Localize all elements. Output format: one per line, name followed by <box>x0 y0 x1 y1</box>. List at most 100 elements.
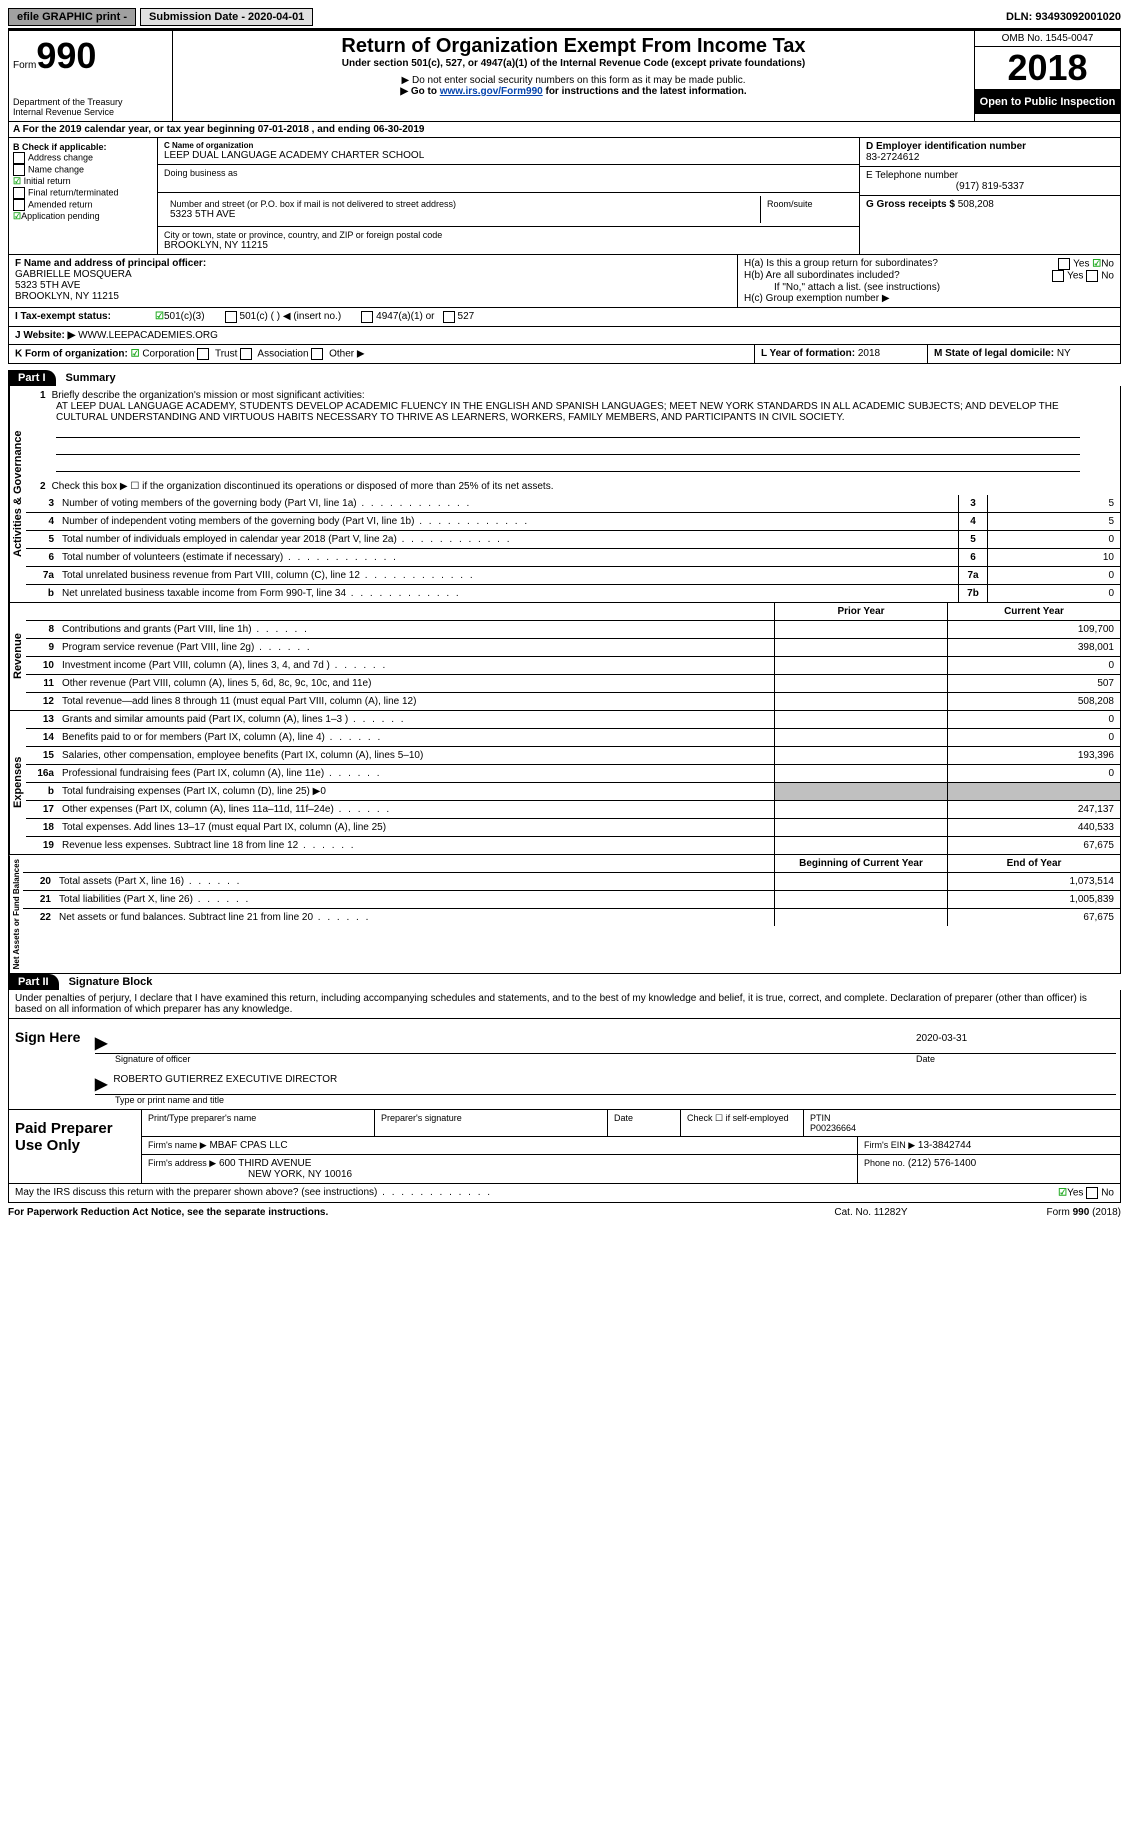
val13: 0 <box>947 711 1120 728</box>
form-subtitle: Under section 501(c), 527, or 4947(a)(1)… <box>177 58 970 69</box>
sign-here-section: Sign Here ▶ 2020-03-31 Signature of offi… <box>8 1019 1121 1110</box>
checkbox-address-change[interactable] <box>13 152 25 164</box>
line-m: M State of legal domicile: NY <box>928 345 1120 363</box>
val16a: 0 <box>947 765 1120 782</box>
dln: DLN: 93493092001020 <box>1006 11 1121 23</box>
checkbox-initial-return[interactable]: ☑ <box>13 176 21 186</box>
sig-officer-label: Signature of officer <box>95 1054 916 1064</box>
line21: Total liabilities (Part X, line 26) <box>55 891 774 908</box>
ha-yes[interactable] <box>1058 258 1070 270</box>
val19: 67,675 <box>947 837 1120 854</box>
net-assets-section: Net Assets or Fund Balances Beginning of… <box>8 855 1121 974</box>
room-label: Room/suite <box>761 196 853 223</box>
expenses-section: Expenses 13Grants and similar amounts pa… <box>8 711 1121 855</box>
org-name: LEEP DUAL LANGUAGE ACADEMY CHARTER SCHOO… <box>164 150 853 161</box>
k-corp[interactable]: ☑ <box>131 349 140 360</box>
line17: Other expenses (Part IX, column (A), lin… <box>58 801 774 818</box>
line-l: L Year of formation: 2018 <box>755 345 928 363</box>
line11: Other revenue (Part VIII, column (A), li… <box>58 675 774 692</box>
val7a: 0 <box>987 567 1120 584</box>
line3: Number of voting members of the governin… <box>58 495 958 512</box>
prep-h2: Preparer's signature <box>375 1110 608 1136</box>
sig-date-label: Date <box>916 1054 1116 1064</box>
hdr-beg: Beginning of Current Year <box>774 855 947 872</box>
val17: 247,137 <box>947 801 1120 818</box>
line22: Net assets or fund balances. Subtract li… <box>55 909 774 926</box>
discuss-no[interactable] <box>1086 1187 1098 1199</box>
k-other[interactable] <box>311 348 323 360</box>
open-to-public: Open to Public Inspection <box>975 90 1120 114</box>
irs-link[interactable]: www.irs.gov/Form990 <box>440 86 543 97</box>
part2-header: Part IISignature Block <box>8 974 1121 990</box>
tax-4947[interactable] <box>361 311 373 323</box>
line19: Revenue less expenses. Subtract line 18 … <box>58 837 774 854</box>
checkbox-app-pending[interactable]: ☑ <box>13 211 21 221</box>
val12: 508,208 <box>947 693 1120 710</box>
officer-label: F Name and address of principal officer: <box>15 258 731 269</box>
val18: 440,533 <box>947 819 1120 836</box>
firm-addr2: NEW YORK, NY 10016 <box>148 1169 352 1180</box>
activities-governance: Activities & Governance 1Briefly describ… <box>8 386 1121 603</box>
ha-no[interactable]: ☑ <box>1092 259 1101 270</box>
firm-addr1: 600 THIRD AVENUE <box>219 1158 311 1169</box>
officer-typed-name: ROBERTO GUTIERREZ EXECUTIVE DIRECTOR <box>113 1074 337 1094</box>
top-toolbar: efile GRAPHIC print - Submission Date - … <box>8 8 1121 26</box>
tax-527[interactable] <box>443 311 455 323</box>
box-b-title: B Check if applicable: <box>13 142 153 152</box>
section-fh: F Name and address of principal officer:… <box>8 255 1121 308</box>
tax-501c3[interactable]: ☑ <box>155 311 164 323</box>
k-assoc[interactable] <box>240 348 252 360</box>
omb-number: OMB No. 1545-0047 <box>975 31 1120 47</box>
ha-label: H(a) Is this a group return for subordin… <box>744 258 1058 270</box>
line2: Check this box ▶ ☐ if the organization d… <box>52 481 554 492</box>
city-label: City or town, state or province, country… <box>164 230 853 240</box>
vlabel-rev: Revenue <box>9 603 26 710</box>
form-number: 990 <box>36 35 96 76</box>
hb-no[interactable] <box>1086 270 1098 282</box>
line7b: Net unrelated business taxable income fr… <box>58 585 958 602</box>
phone-value: (917) 819-5337 <box>866 181 1114 192</box>
website-value: WWW.LEEPACADEMIES.ORG <box>75 330 218 341</box>
line4: Number of independent voting members of … <box>58 513 958 530</box>
val7b: 0 <box>987 585 1120 602</box>
line5: Total number of individuals employed in … <box>58 531 958 548</box>
footer-mid: Cat. No. 11282Y <box>771 1207 971 1218</box>
line15: Salaries, other compensation, employee b… <box>58 747 774 764</box>
val3: 5 <box>987 495 1120 512</box>
page-footer: For Paperwork Reduction Act Notice, see … <box>8 1203 1121 1222</box>
efile-button[interactable]: efile GRAPHIC print - <box>8 8 136 26</box>
checkbox-amended[interactable] <box>13 199 25 211</box>
val4: 5 <box>987 513 1120 530</box>
form-label: Form <box>13 60 36 71</box>
line-a: A For the 2019 calendar year, or tax yea… <box>8 122 1121 138</box>
discuss-yes[interactable]: ☑ <box>1058 1188 1067 1199</box>
prep-h1: Print/Type preparer's name <box>142 1110 375 1136</box>
val22: 67,675 <box>947 909 1120 926</box>
line-k: K Form of organization: ☑ Corporation Tr… <box>9 345 755 363</box>
hdr-curr: Current Year <box>947 603 1120 620</box>
k-trust[interactable] <box>197 348 209 360</box>
org-address: 5323 5TH AVE <box>170 209 754 220</box>
line13: Grants and similar amounts paid (Part IX… <box>58 711 774 728</box>
vlabel-ag: Activities & Governance <box>9 386 26 602</box>
arrow-icon: ▶ <box>95 1074 113 1094</box>
revenue-section: Revenue Prior YearCurrent Year 8Contribu… <box>8 603 1121 711</box>
hb-label: H(b) Are all subordinates included? <box>744 270 1052 282</box>
checkbox-final-return[interactable] <box>13 187 25 199</box>
line-i: I Tax-exempt status: ☑ 501(c)(3) 501(c) … <box>8 308 1121 327</box>
tax-501c[interactable] <box>225 311 237 323</box>
val5: 0 <box>987 531 1120 548</box>
firm-ein: 13-3842744 <box>918 1140 971 1151</box>
hdr-prior: Prior Year <box>774 603 947 620</box>
ein-label: D Employer identification number <box>866 141 1114 152</box>
prep-h4: Check ☐ if self-employed <box>681 1110 804 1136</box>
val6: 10 <box>987 549 1120 566</box>
vlabel-exp: Expenses <box>9 711 26 854</box>
typed-name-label: Type or print name and title <box>95 1095 1116 1105</box>
dept-irs: Internal Revenue Service <box>13 107 168 117</box>
checkbox-name-change[interactable] <box>13 164 25 176</box>
line9: Program service revenue (Part VIII, line… <box>58 639 774 656</box>
hb-yes[interactable] <box>1052 270 1064 282</box>
line16a: Professional fundraising fees (Part IX, … <box>58 765 774 782</box>
form-header: Form990 Department of the Treasury Inter… <box>8 30 1121 122</box>
